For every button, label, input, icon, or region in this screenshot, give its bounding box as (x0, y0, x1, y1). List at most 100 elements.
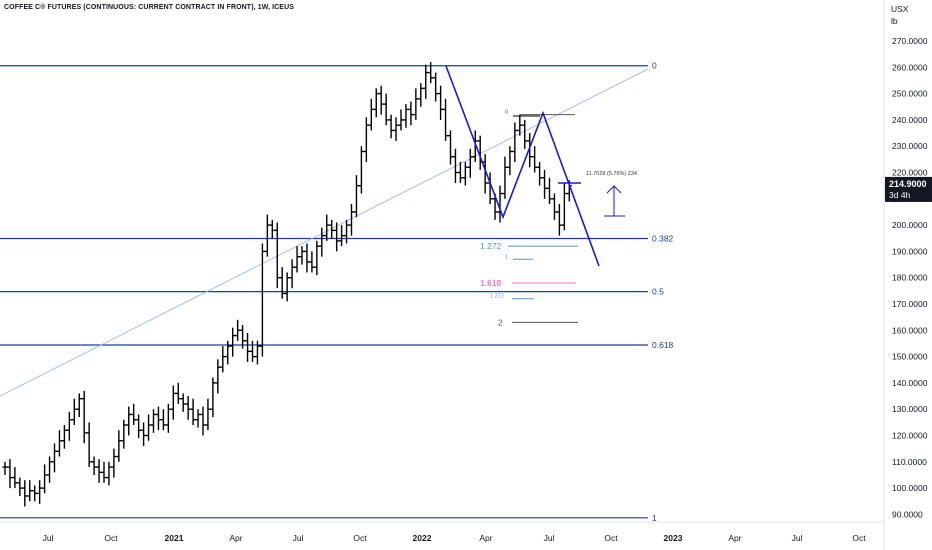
ohlc-bar (269, 219, 275, 239)
ext-level-label: 1.618 (480, 278, 502, 288)
ohlc-bar (467, 148, 473, 178)
ohlc-bar (502, 156, 508, 199)
ohlc-bar (408, 101, 414, 126)
chart-title: COFFEE C® FUTURES (CONTINUOUS: CURRENT C… (4, 4, 295, 11)
ohlc-bar (448, 130, 453, 165)
ohlc-bar (170, 385, 176, 420)
ohlc-bar (309, 251, 315, 273)
x-tick-label: Apr (229, 533, 242, 543)
y-tick-label: 250.0000 (892, 89, 928, 99)
ohlc-bar (413, 88, 419, 120)
ext-level-label: 1.272 (480, 241, 502, 251)
ohlc-bar (299, 246, 305, 265)
ohlc-bar (32, 485, 38, 502)
ohlc-bar (443, 98, 449, 141)
abcd-pattern-line (445, 65, 600, 267)
ohlc-bar (12, 467, 18, 489)
ohlc-bar (378, 85, 384, 115)
ohlc-bar (225, 340, 231, 365)
ohlc-bar (245, 332, 251, 362)
y-tick-label: 130.0000 (892, 404, 928, 414)
x-tick-label: Jul (792, 533, 803, 543)
fib-level-label: 0.382 (652, 234, 674, 244)
ohlc-bar (324, 214, 330, 241)
y-tick-label: 120.0000 (892, 431, 928, 441)
ohlc-bar (507, 146, 513, 176)
ohlc-bar (254, 340, 260, 365)
fibonacci-retracement[interactable]: 0 0.382 0.5 0.618 1 (0, 61, 674, 523)
ohlc-bar (47, 456, 53, 483)
ohlc-bar (2, 461, 8, 475)
y-tick-label: 110.0000 (892, 457, 927, 467)
y-tick-label: 270.0000 (892, 36, 928, 46)
ohlc-bar (388, 114, 394, 139)
y-tick-label: 180.0000 (892, 273, 928, 283)
ohlc-bar (155, 406, 161, 431)
ohlc-bar (66, 411, 72, 441)
ohlc-bar (259, 243, 265, 357)
y-tick-label: 170.0000 (892, 299, 928, 309)
ohlc-bar (512, 122, 518, 162)
ohlc-bar (111, 448, 117, 478)
ohlc-bar (561, 183, 567, 231)
ohlc-bar (91, 456, 97, 475)
y-tick-label: 260.0000 (892, 62, 928, 72)
time-axis-ticks: Jul Oct 2021 Apr Jul Oct 2022 Apr Jul Oct 2023 Apr J… (43, 533, 867, 543)
ohlc-bar (264, 214, 270, 257)
ohlc-bar (373, 88, 379, 118)
ohlc-bar (274, 222, 280, 289)
ohlc-bar (537, 161, 543, 186)
ohlc-bar (42, 464, 48, 494)
ohlc-bar (527, 133, 533, 168)
ext-level-label: 2 (498, 317, 503, 327)
ohlc-bar (7, 459, 13, 489)
ohlc-bar (96, 459, 102, 483)
x-tick-label: Jul (544, 533, 555, 543)
x-tick-label: 2023 (664, 533, 683, 543)
y-tick-label: 140.0000 (892, 378, 928, 388)
ohlc-bar (542, 169, 548, 199)
ohlc-bar (532, 146, 538, 173)
ohlc-bar (101, 461, 107, 483)
x-tick-label: Oct (852, 533, 866, 543)
fib-level-label: 0 (652, 61, 657, 71)
x-tick-label: Apr (728, 533, 741, 543)
ohlc-bar (517, 114, 523, 136)
ohlc-bar (547, 177, 552, 205)
pattern-drawing[interactable] (445, 65, 600, 267)
ohlc-bar (423, 64, 429, 99)
fib-level-label: 0.5 (652, 287, 664, 297)
unit-label-usx: USX (891, 4, 909, 14)
ohlc-bar (457, 161, 463, 184)
ohlc-bar (151, 409, 156, 433)
ohlc-bar (240, 325, 246, 349)
ohlc-bar (314, 240, 320, 276)
x-tick-label: 2021 (165, 533, 184, 543)
last-price-value: 214.9000 (889, 179, 927, 189)
ohlc-bar (462, 161, 468, 186)
y-tick-label: 240.0000 (892, 115, 928, 125)
ohlc-bar (353, 175, 359, 218)
x-tick-label: Oct (104, 533, 118, 543)
ohlc-bar (522, 119, 528, 149)
x-tick-label: Apr (479, 533, 492, 543)
ohlc-bar (185, 396, 191, 420)
fib-level-label: 1 (652, 513, 657, 523)
ohlc-bar (160, 409, 166, 431)
x-tick-label: Jul (293, 533, 304, 543)
ext-level-label: 1.272 (490, 294, 504, 300)
x-tick-label: Jul (43, 533, 54, 543)
ohlc-bar (71, 398, 77, 425)
ohlc-bar (106, 461, 112, 486)
ohlc-bar (289, 259, 295, 289)
trendline[interactable] (0, 68, 649, 397)
ohlc-bar (304, 243, 310, 273)
ohlc-bar (210, 377, 216, 418)
ohlc-bar (403, 104, 409, 128)
ohlc-bar (126, 406, 132, 436)
ohlc-bar (452, 148, 458, 184)
ohlc-bar (551, 193, 557, 220)
price-range-measure[interactable]: 11.7029 (5.76%) 234 (586, 171, 637, 217)
